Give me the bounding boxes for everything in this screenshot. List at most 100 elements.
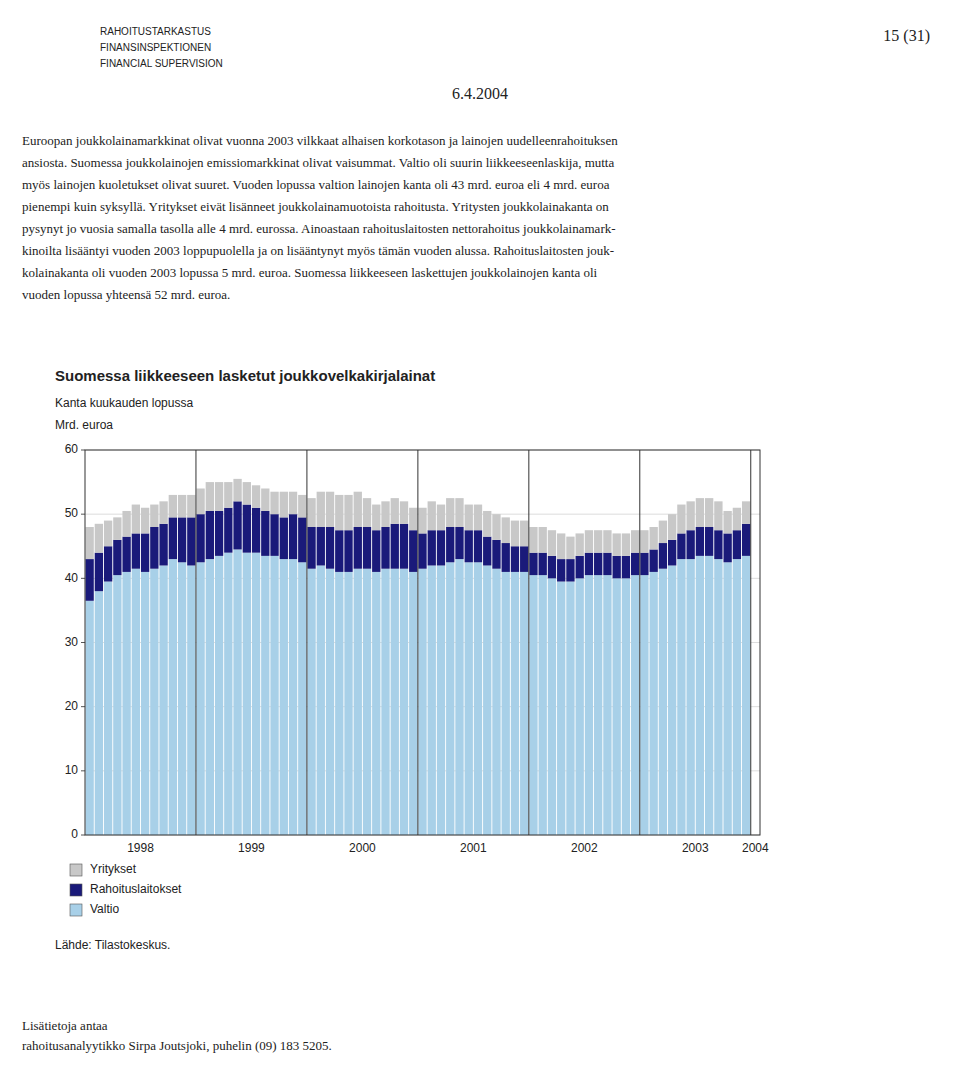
bar-segment (539, 527, 547, 553)
bar-segment (548, 530, 556, 556)
bar-segment (566, 537, 574, 559)
bar-segment (594, 575, 602, 835)
bar-segment (539, 575, 547, 835)
bar-segment (465, 530, 473, 562)
bar-segment (141, 508, 149, 534)
bar-segment (733, 559, 741, 835)
bar-segment (381, 569, 389, 835)
bar-segment (714, 530, 722, 559)
bar-segment (446, 562, 454, 835)
bar-segment (677, 533, 685, 559)
bar-segment (705, 527, 713, 556)
bar-segment (150, 569, 158, 835)
bar-segment (409, 508, 417, 530)
bar-segment (317, 527, 325, 566)
bar-segment (502, 517, 510, 543)
body-line: pysynyt jo vuosia samalla tasolla alle 4… (22, 221, 616, 236)
y-grid (81, 450, 760, 835)
bar-segment (686, 530, 694, 559)
bar-segment (723, 562, 731, 835)
bar-segment (437, 566, 445, 836)
bar-segment (363, 498, 371, 527)
bar-segment (335, 530, 343, 572)
legend-label: Yritykset (90, 862, 137, 876)
bar-segment (603, 575, 611, 835)
body-line: kinoilta lisääntyi vuoden 2003 loppupuol… (22, 243, 614, 258)
bar-segment (622, 556, 630, 578)
bar-segment (566, 559, 574, 581)
page: 15 (31)RAHOITUSTARKASTUSFINANSINSPEKTION… (0, 0, 960, 1080)
bar-segment (650, 527, 658, 549)
bar-segment (141, 572, 149, 835)
bar-segment (354, 527, 362, 569)
bar-segment (529, 527, 537, 553)
bar-segment (215, 482, 223, 511)
bar-segment (372, 505, 380, 531)
bar-segment (317, 566, 325, 836)
bar-segment (492, 540, 500, 569)
bar-segment (603, 553, 611, 575)
body-line: pienempi kuin syksyllä. Yritykset eivät … (22, 199, 609, 214)
bar-segment (613, 578, 621, 835)
bar-segment (381, 501, 389, 527)
year-divider (639, 450, 640, 835)
bar-segment (326, 527, 334, 569)
bar-segment (363, 569, 371, 835)
bar-segment (178, 517, 186, 562)
bar-segment (677, 505, 685, 534)
bar-segment (659, 521, 667, 543)
bar-segment (409, 530, 417, 572)
logo-line: RAHOITUSTARKASTUS (100, 26, 211, 37)
bar-segment (576, 556, 584, 578)
bar-segment (95, 524, 103, 553)
bar-segment (104, 546, 112, 581)
y-tick-label: 0 (71, 827, 78, 841)
bar-segment (196, 562, 204, 835)
body-line: ansiosta. Suomessa joukkolainojen emissi… (22, 155, 614, 170)
bar-segment (502, 572, 510, 835)
bar-segment (289, 559, 297, 835)
bar-segment (696, 556, 704, 835)
bar-segment (206, 482, 214, 511)
bar-segment (104, 521, 112, 547)
bar-segment (594, 553, 602, 575)
bar-segment (372, 572, 380, 835)
bar-segment (280, 492, 288, 518)
bar-segment (298, 517, 306, 562)
bar-segment (631, 553, 639, 575)
bar-segment (668, 566, 676, 836)
bar-segment (280, 559, 288, 835)
bar-segment (520, 546, 528, 572)
logo-line: FINANCIAL SUPERVISION (100, 58, 223, 69)
bar-segment (122, 572, 130, 835)
x-tick-label: 2002 (571, 841, 598, 855)
bar-segment (270, 556, 278, 835)
y-tick-label: 60 (65, 442, 79, 456)
bar-segment (455, 559, 463, 835)
y-tick (81, 835, 85, 836)
bar-segment (326, 569, 334, 835)
bar-segment (215, 511, 223, 556)
bar-segment (492, 514, 500, 540)
bar-segment (502, 543, 510, 572)
legend-label: Valtio (90, 902, 119, 916)
bar-segment (122, 537, 130, 572)
bar-segment (335, 495, 343, 530)
bar-segment (622, 578, 630, 835)
bar-segment (233, 479, 241, 501)
bar-segment (603, 530, 611, 552)
bar-segment (169, 495, 177, 517)
bar-segment (446, 498, 454, 527)
bar-segment (622, 533, 630, 555)
bar-segment (613, 556, 621, 578)
bar-segment (742, 556, 750, 835)
legend-label: Rahoituslaitokset (90, 882, 182, 896)
bar-segment (85, 527, 93, 559)
bar-segment (511, 572, 519, 835)
bar-segment (187, 495, 195, 517)
date: 6.4.2004 (452, 85, 508, 102)
bar-segment (474, 530, 482, 562)
logo-line: FINANSINSPEKTIONEN (100, 42, 211, 53)
bar-segment (659, 543, 667, 569)
bar-segment (132, 505, 140, 534)
